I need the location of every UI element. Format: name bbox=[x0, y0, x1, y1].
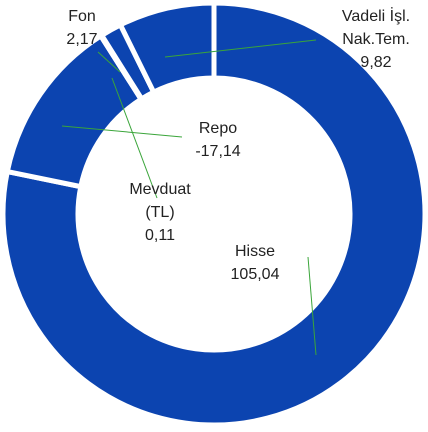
label-value: 105,04 bbox=[230, 266, 280, 283]
label-value: -17,14 bbox=[195, 143, 241, 160]
data-label: Fon 2,17 bbox=[52, 5, 112, 51]
leader-line bbox=[164, 39, 317, 58]
donut-slice bbox=[117, 0, 217, 96]
data-label: Vadeli İşl. Nak.Tem. 9,82 bbox=[326, 5, 426, 74]
label-name: Mevduat (TL) bbox=[129, 181, 191, 221]
data-label: Mevduat (TL) 0,11 bbox=[120, 178, 200, 247]
label-name: Hisse bbox=[234, 243, 275, 260]
label-value: 0,11 bbox=[145, 227, 175, 244]
data-label: Hisse 105,04 bbox=[210, 240, 300, 286]
label-name: Vadeli İşl. Nak.Tem. bbox=[341, 8, 411, 48]
label-value: 2,17 bbox=[66, 31, 98, 48]
leader-line bbox=[307, 256, 317, 356]
leader-line bbox=[97, 51, 121, 73]
leader-line bbox=[61, 125, 183, 138]
label-value: 9,82 bbox=[360, 54, 392, 71]
label-name: Repo bbox=[198, 120, 238, 137]
leader-line bbox=[111, 77, 158, 199]
label-name: Fon bbox=[68, 8, 96, 25]
data-label: Repo -17,14 bbox=[173, 117, 263, 163]
